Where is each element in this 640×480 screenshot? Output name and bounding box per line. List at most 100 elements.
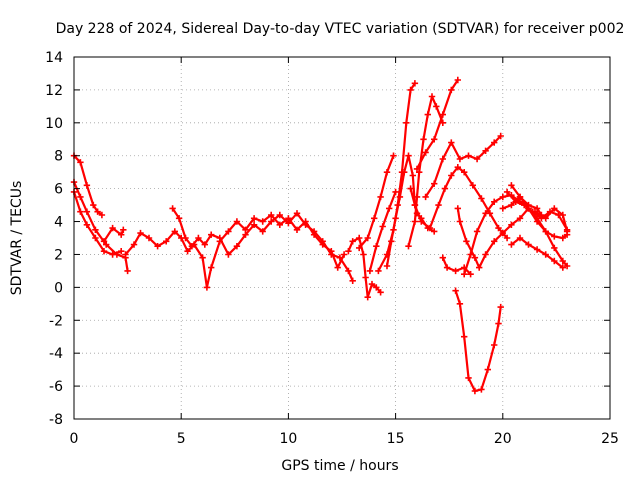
x-tick-label: 25 (601, 431, 619, 447)
data-point (467, 251, 474, 258)
data-point (431, 136, 438, 143)
data-point (364, 234, 371, 242)
data-point (499, 229, 506, 237)
data-point (448, 86, 455, 94)
data-point (499, 205, 506, 212)
data-point (465, 152, 472, 159)
data-point (491, 139, 498, 146)
data-point (394, 201, 401, 209)
x-tick-label: 10 (279, 431, 297, 447)
data-point (546, 208, 554, 215)
data-point (461, 264, 468, 271)
y-tick-label: 2 (54, 247, 63, 263)
data-point (390, 226, 397, 233)
data-point (405, 152, 412, 159)
data-point (508, 221, 515, 228)
data-point (145, 234, 153, 242)
data-point (508, 241, 515, 248)
data-point (379, 223, 386, 230)
series-arc-11 (385, 154, 436, 268)
data-point (538, 211, 545, 219)
y-axis-label: SDTVAR / TECUs (9, 181, 25, 296)
data-point (366, 267, 374, 275)
y-tick-label: 12 (45, 83, 63, 99)
data-point (208, 264, 215, 271)
data-point (356, 244, 363, 252)
data-point (293, 226, 301, 233)
data-point (503, 188, 511, 196)
data-point (259, 218, 266, 225)
data-point (319, 238, 326, 245)
data-point (83, 208, 91, 215)
data-point (559, 211, 566, 219)
data-point (484, 366, 491, 373)
data-point (512, 198, 519, 205)
data-point (276, 221, 283, 228)
data-point (533, 205, 541, 212)
y-tick-label: -4 (49, 346, 63, 362)
data-point (118, 231, 125, 238)
data-point (473, 155, 481, 163)
y-tick-label: 10 (45, 116, 63, 132)
series-arc-10 (377, 82, 416, 272)
data-point (259, 228, 266, 235)
data-point (471, 254, 479, 261)
data-point (336, 254, 344, 261)
series-arc-6 (171, 207, 354, 282)
data-point (92, 234, 99, 242)
y-tick-label: 8 (54, 149, 63, 165)
data-point (120, 226, 127, 233)
data-point (428, 93, 436, 100)
y-tick-label: 6 (54, 182, 63, 198)
data-point (551, 233, 558, 240)
data-point (199, 254, 206, 261)
series-arc-9 (368, 190, 397, 272)
data-point (195, 234, 202, 242)
data-point (461, 271, 468, 278)
series-arc-2 (72, 181, 129, 272)
x-axis-label: GPS time / hours (281, 458, 398, 474)
data-point (130, 241, 138, 248)
data-point (118, 248, 125, 255)
data-point (531, 208, 539, 215)
plot-frame (73, 56, 611, 420)
series-arc-14 (415, 78, 459, 170)
data-point (201, 241, 208, 248)
data-point (233, 218, 241, 225)
data-point (508, 192, 515, 199)
data-point (551, 205, 558, 212)
x-tick-label: 20 (494, 431, 512, 447)
data-point (362, 274, 369, 281)
data-point (328, 251, 335, 258)
data-point (413, 210, 421, 217)
data-point (413, 193, 421, 201)
y-tick-label: -2 (49, 313, 63, 329)
data-point (516, 215, 524, 222)
data-point (422, 193, 429, 201)
data-point (225, 228, 232, 235)
data-point (525, 241, 532, 248)
data-point (433, 103, 440, 110)
data-point (216, 234, 223, 242)
gridlines (74, 57, 610, 419)
data-point (98, 211, 106, 219)
data-point (563, 228, 571, 235)
data-point (461, 333, 468, 340)
series-arc-8 (358, 154, 395, 249)
data-point (471, 387, 479, 395)
data-point (100, 248, 108, 255)
y-tick-label: 0 (54, 280, 63, 296)
x-tick-label: 0 (70, 431, 79, 447)
data-point (431, 180, 438, 187)
data-point (103, 241, 110, 248)
series-arc-5 (124, 213, 346, 289)
data-point (163, 238, 170, 245)
data-point (349, 238, 356, 245)
data-point (383, 251, 391, 258)
data-point (452, 267, 459, 275)
data-point (420, 136, 427, 143)
data-point (373, 284, 380, 291)
data-point (559, 234, 566, 242)
x-tick-label: 5 (177, 431, 186, 447)
